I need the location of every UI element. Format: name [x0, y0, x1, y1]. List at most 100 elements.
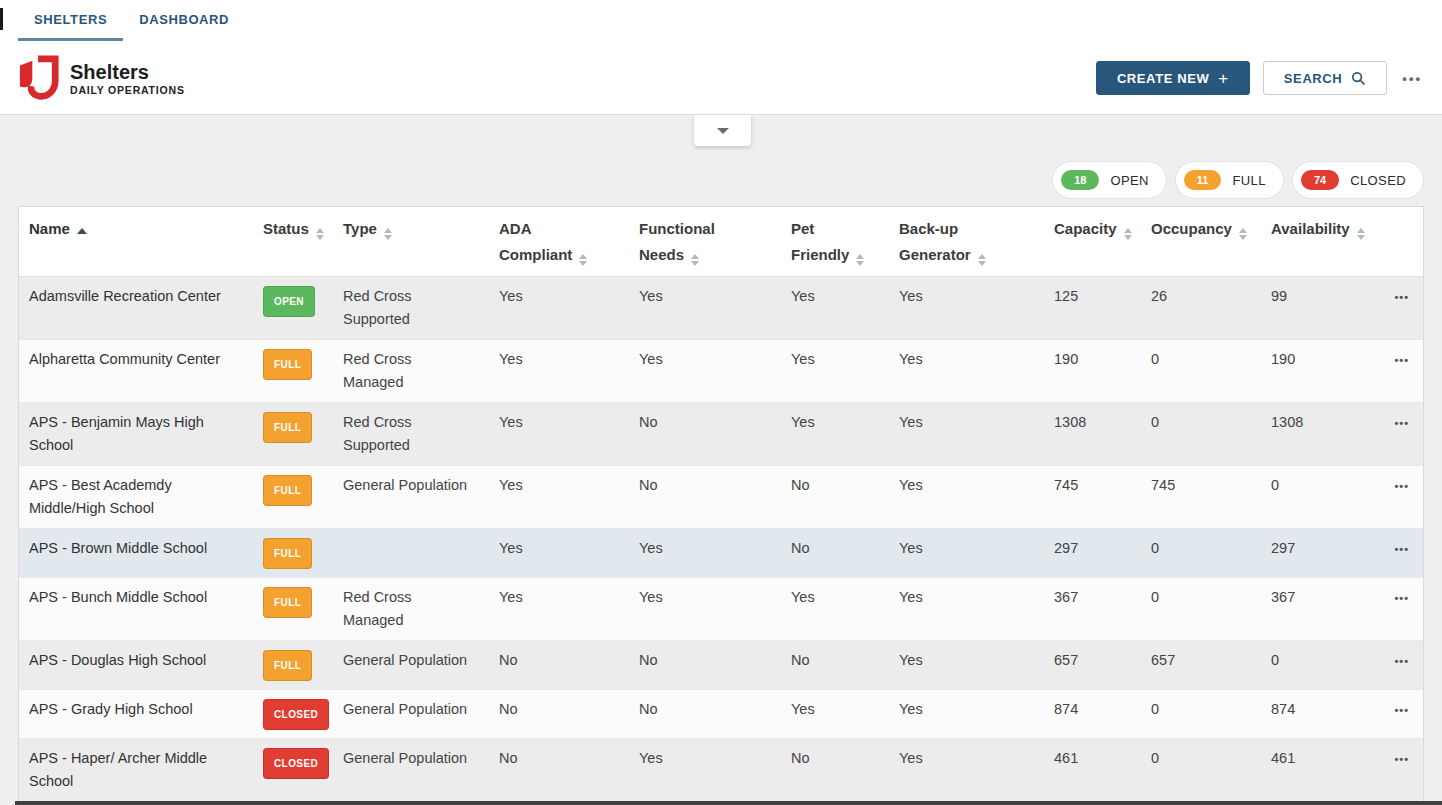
backup-generator-value: Yes — [899, 641, 1054, 690]
column-header-backup-generator[interactable]: Back-up Generator — [899, 207, 1054, 277]
row-menu-icon[interactable]: ••• — [1394, 592, 1409, 604]
row-menu-icon[interactable]: ••• — [1394, 753, 1409, 765]
availability-value: 874 — [1271, 690, 1383, 739]
filter-pill-closed[interactable]: 74 CLOSED — [1292, 161, 1424, 199]
column-label: Capacity — [1054, 220, 1117, 237]
capacity-value: 657 — [1054, 641, 1151, 690]
status-badge: CLOSED — [263, 699, 329, 730]
ada-compliant-value: Yes — [499, 403, 639, 466]
row-menu-icon[interactable]: ••• — [1394, 543, 1409, 555]
title-block: Shelters DAILY OPERATIONS — [70, 60, 185, 96]
plus-icon: + — [1218, 70, 1229, 87]
status-badge: OPEN — [263, 286, 315, 317]
table-row[interactable]: APS - Grady High School CLOSED General P… — [19, 690, 1423, 739]
row-menu-icon[interactable]: ••• — [1394, 354, 1409, 366]
capacity-value: 874 — [1054, 690, 1151, 739]
closed-count-badge: 74 — [1301, 170, 1339, 190]
pet-friendly-value: No — [791, 529, 899, 578]
screen-edge-artifact — [15, 801, 1442, 805]
availability-value: 190 — [1271, 340, 1383, 403]
occupancy-value: 0 — [1151, 739, 1271, 802]
tab-shelters[interactable]: SHELTERS — [18, 0, 123, 41]
ada-compliant-value: No — [499, 641, 639, 690]
column-header-pet-friendly[interactable]: Pet Friendly — [791, 207, 899, 277]
column-header-functional-needs[interactable]: Functional Needs — [639, 207, 791, 277]
row-menu-icon[interactable]: ••• — [1394, 704, 1409, 716]
shelter-name: APS - Best Academdy Middle/High School — [29, 477, 172, 516]
column-header-status[interactable]: Status — [263, 207, 343, 277]
capacity-value: 297 — [1054, 529, 1151, 578]
open-count-badge: 18 — [1061, 170, 1099, 190]
row-menu-icon[interactable]: ••• — [1394, 417, 1409, 429]
full-count-badge: 11 — [1184, 170, 1222, 190]
top-nav: SHELTERS DASHBOARD — [0, 0, 1442, 41]
tab-dashboard[interactable]: DASHBOARD — [123, 0, 245, 41]
table-row[interactable]: APS - Best Academdy Middle/High School F… — [19, 466, 1423, 529]
availability-value: 367 — [1271, 578, 1383, 641]
table-row[interactable]: APS - Benjamin Mays High School FULL Red… — [19, 403, 1423, 466]
column-label: Type — [343, 220, 377, 237]
shelter-type: General Population — [343, 690, 499, 739]
create-new-label: CREATE NEW — [1117, 71, 1209, 86]
pet-friendly-value: No — [791, 641, 899, 690]
table-row[interactable]: Alpharetta Community Center FULL Red Cro… — [19, 340, 1423, 403]
column-header-availability[interactable]: Availability — [1271, 207, 1383, 277]
availability-value: 0 — [1271, 466, 1383, 529]
pet-friendly-value: No — [791, 739, 899, 802]
table-row[interactable]: APS - Brown Middle School FULL Yes Yes N… — [19, 529, 1423, 578]
shelter-type: General Population — [343, 739, 499, 802]
filter-pill-open[interactable]: 18 OPEN — [1052, 161, 1167, 199]
full-label: FULL — [1232, 173, 1265, 188]
shelter-name: APS - Brown Middle School — [29, 540, 207, 556]
column-header-ada-compliant[interactable]: ADA Compliant — [499, 207, 639, 277]
column-header-capacity[interactable]: Capacity — [1054, 207, 1151, 277]
column-label: Availability — [1271, 220, 1350, 237]
backup-generator-value: Yes — [899, 578, 1054, 641]
pet-friendly-value: No — [791, 466, 899, 529]
collapse-panel-toggle[interactable] — [694, 115, 751, 146]
search-button[interactable]: SEARCH — [1263, 61, 1388, 95]
caret-down-icon — [717, 128, 729, 134]
shelter-type: Red Cross Supported — [343, 403, 499, 466]
header-actions: CREATE NEW + SEARCH ••• — [1096, 61, 1424, 95]
row-menu-icon[interactable]: ••• — [1394, 291, 1409, 303]
sort-icon — [691, 254, 699, 266]
row-menu-icon[interactable]: ••• — [1394, 655, 1409, 667]
status-badge: FULL — [263, 412, 312, 443]
table-row[interactable]: APS - Bunch Middle School FULL Red Cross… — [19, 578, 1423, 641]
table-header-row: Name Status Type ADA Compliant Functiona… — [19, 207, 1423, 277]
main-content: 18 OPEN 11 FULL 74 CLOSED Name — [0, 161, 1442, 805]
occupancy-value: 657 — [1151, 641, 1271, 690]
pet-friendly-value: Yes — [791, 340, 899, 403]
table-row[interactable]: APS - Douglas High School FULL General P… — [19, 641, 1423, 690]
capacity-value: 190 — [1054, 340, 1151, 403]
filter-pill-full[interactable]: 11 FULL — [1175, 161, 1284, 199]
occupancy-value: 0 — [1151, 578, 1271, 641]
column-header-type[interactable]: Type — [343, 207, 499, 277]
availability-value: 99 — [1271, 277, 1383, 340]
search-label: SEARCH — [1284, 71, 1343, 86]
table-row[interactable]: Adamsville Recreation Center OPEN Red Cr… — [19, 277, 1423, 340]
status-badge: FULL — [263, 650, 312, 681]
column-header-occupancy[interactable]: Occupancy — [1151, 207, 1271, 277]
pet-friendly-value: Yes — [791, 403, 899, 466]
occupancy-value: 0 — [1151, 529, 1271, 578]
shelter-type — [343, 529, 499, 578]
juvare-shield-logo — [18, 53, 60, 103]
availability-value: 461 — [1271, 739, 1383, 802]
row-menu-icon[interactable]: ••• — [1394, 480, 1409, 492]
open-label: OPEN — [1110, 173, 1148, 188]
backup-generator-value: Yes — [899, 277, 1054, 340]
column-label: Status — [263, 220, 309, 237]
column-header-name[interactable]: Name — [19, 207, 263, 277]
shelters-table: Name Status Type ADA Compliant Functiona… — [19, 207, 1423, 805]
create-new-button[interactable]: CREATE NEW + — [1096, 61, 1250, 95]
backup-generator-value: Yes — [899, 466, 1054, 529]
occupancy-value: 745 — [1151, 466, 1271, 529]
sort-icon — [978, 254, 986, 266]
title-row: Shelters DAILY OPERATIONS CREATE NEW + S… — [0, 41, 1442, 115]
sort-icon — [1124, 228, 1132, 240]
table-row[interactable]: APS - Haper/ Archer Middle School CLOSED… — [19, 739, 1423, 802]
sort-icon — [1239, 228, 1247, 240]
more-options-icon[interactable]: ••• — [1400, 65, 1424, 92]
